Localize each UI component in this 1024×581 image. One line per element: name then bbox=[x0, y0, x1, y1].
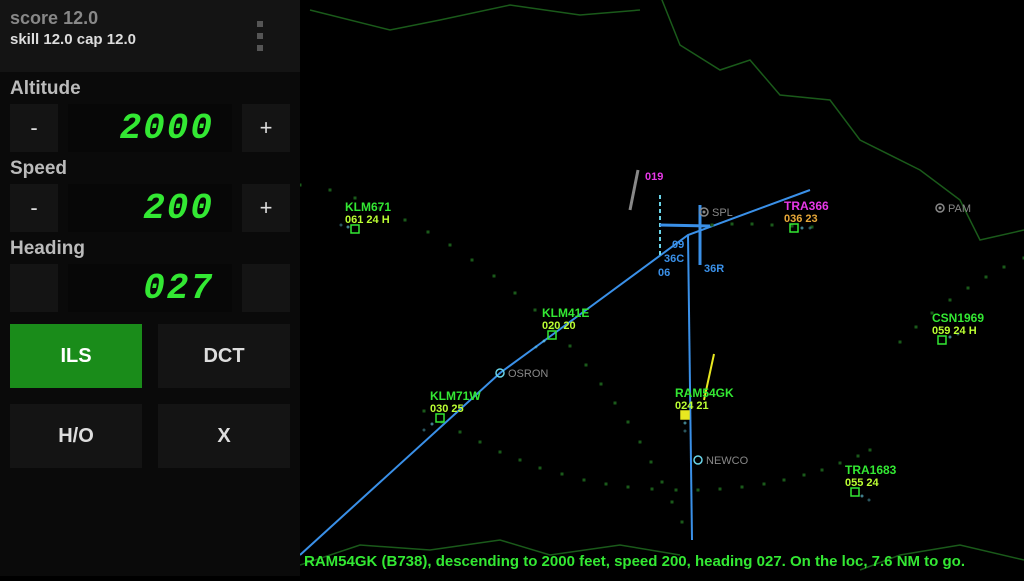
menu-button[interactable] bbox=[240, 14, 280, 58]
handoff-button[interactable]: H/O bbox=[10, 404, 142, 468]
svg-text:030 25: 030 25 bbox=[430, 403, 464, 415]
score-panel: score 12.0 skill 12.0 cap 12.0 bbox=[0, 0, 300, 72]
skill-label: skill bbox=[10, 31, 39, 48]
speed-value[interactable]: 200 bbox=[68, 184, 232, 232]
svg-text:36R: 36R bbox=[704, 263, 724, 275]
speed-plus-button[interactable]: + bbox=[242, 184, 290, 232]
skill-value: 12.0 bbox=[43, 31, 72, 48]
svg-text:019: 019 bbox=[645, 171, 663, 183]
ils-button[interactable]: ILS bbox=[10, 324, 142, 388]
svg-text:036 23: 036 23 bbox=[784, 213, 818, 225]
altitude-value[interactable]: 2000 bbox=[68, 104, 232, 152]
svg-text:OSRON: OSRON bbox=[508, 368, 548, 380]
altitude-plus-button[interactable]: + bbox=[242, 104, 290, 152]
svg-text:KLM41E: KLM41E bbox=[542, 306, 589, 320]
svg-text:CSN1969: CSN1969 bbox=[932, 311, 984, 325]
svg-text:TRA366: TRA366 bbox=[784, 199, 829, 213]
svg-text:024 21: 024 21 bbox=[675, 400, 709, 412]
svg-text:09: 09 bbox=[672, 239, 684, 251]
svg-text:SPL: SPL bbox=[712, 207, 733, 219]
cap-label: cap bbox=[77, 31, 103, 48]
svg-text:055 24: 055 24 bbox=[845, 477, 880, 489]
svg-text:KLM71W: KLM71W bbox=[430, 389, 481, 403]
speed-minus-button[interactable]: - bbox=[10, 184, 58, 232]
heading-plus-button[interactable] bbox=[242, 264, 290, 312]
altitude-minus-button[interactable]: - bbox=[10, 104, 58, 152]
svg-text:06: 06 bbox=[658, 267, 670, 279]
svg-text:020 20: 020 20 bbox=[542, 320, 576, 332]
dct-button[interactable]: DCT bbox=[158, 324, 290, 388]
svg-text:36C: 36C bbox=[664, 253, 684, 265]
radar-scope[interactable]: 019 09 36C 06 36R SPL PAM OSRON NEWCO KLM671061 2… bbox=[300, 0, 1024, 576]
svg-text:NEWCO: NEWCO bbox=[706, 455, 749, 467]
svg-text:RAM54GK: RAM54GK bbox=[675, 386, 734, 400]
score-label: score bbox=[10, 8, 58, 28]
status-message: RAM54GK (B738), descending to 2000 feet,… bbox=[300, 553, 1024, 570]
svg-text:KLM671: KLM671 bbox=[345, 200, 391, 214]
cancel-button[interactable]: X bbox=[158, 404, 290, 468]
svg-text:PAM: PAM bbox=[948, 203, 971, 215]
svg-text:061 24 H: 061 24 H bbox=[345, 214, 390, 226]
score-value: 12.0 bbox=[63, 8, 98, 28]
svg-text:059 24 H: 059 24 H bbox=[932, 325, 977, 337]
speed-label: Speed bbox=[10, 158, 290, 180]
cap-value: 12.0 bbox=[107, 31, 136, 48]
heading-value[interactable]: 027 bbox=[68, 264, 232, 312]
heading-label: Heading bbox=[10, 238, 290, 260]
svg-text:TRA1683: TRA1683 bbox=[845, 463, 897, 477]
altitude-label: Altitude bbox=[10, 78, 290, 100]
heading-minus-button[interactable] bbox=[10, 264, 58, 312]
